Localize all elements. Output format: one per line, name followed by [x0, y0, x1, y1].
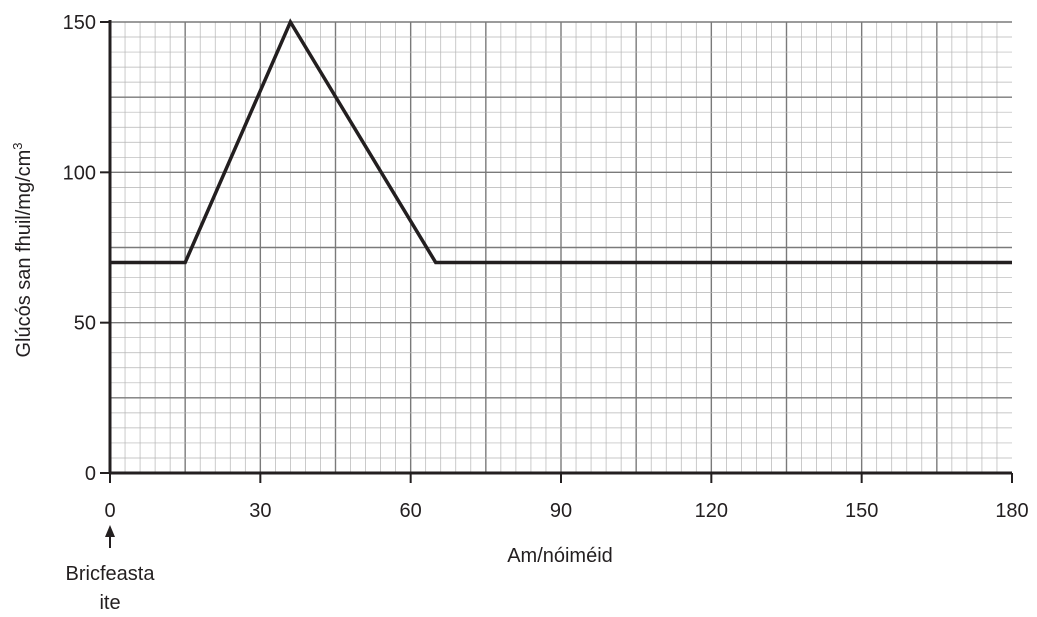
y-tick-label: 150 [63, 12, 96, 34]
y-axis-title-superscript: 3 [10, 142, 25, 149]
annotation-text-line1: Bricfeasta [66, 563, 156, 585]
glucose-series-line [110, 18, 1012, 265]
annotation-arrow-head [105, 525, 115, 537]
axes [100, 20, 1013, 483]
breakfast-annotation: Bricfeasta ite [66, 525, 156, 614]
x-axis-title: Am/nóiméid [507, 545, 613, 567]
annotation-text-line2: ite [99, 592, 120, 614]
y-axis-title-text: Glúcós san fhuil/mg/cm [13, 150, 35, 358]
x-tick-label: 60 [400, 500, 422, 522]
x-tick-label: 150 [845, 500, 878, 522]
y-tick-label: 50 [74, 313, 96, 335]
x-tick-label: 0 [104, 500, 115, 522]
y-axis-title: Glúcós san fhuil/mg/cm3 [10, 142, 35, 357]
y-tick-label: 100 [63, 162, 96, 184]
x-tick-label: 120 [695, 500, 728, 522]
y-tick-label: 0 [85, 463, 96, 485]
tick-labels: 0 30 60 90 120 150 180 0 50 100 150 [63, 12, 1029, 522]
x-tick-label: 30 [249, 500, 271, 522]
x-tick-label: 90 [550, 500, 572, 522]
grid [110, 21, 1012, 473]
x-tick-label: 180 [995, 500, 1028, 522]
series-layer [110, 18, 1012, 265]
